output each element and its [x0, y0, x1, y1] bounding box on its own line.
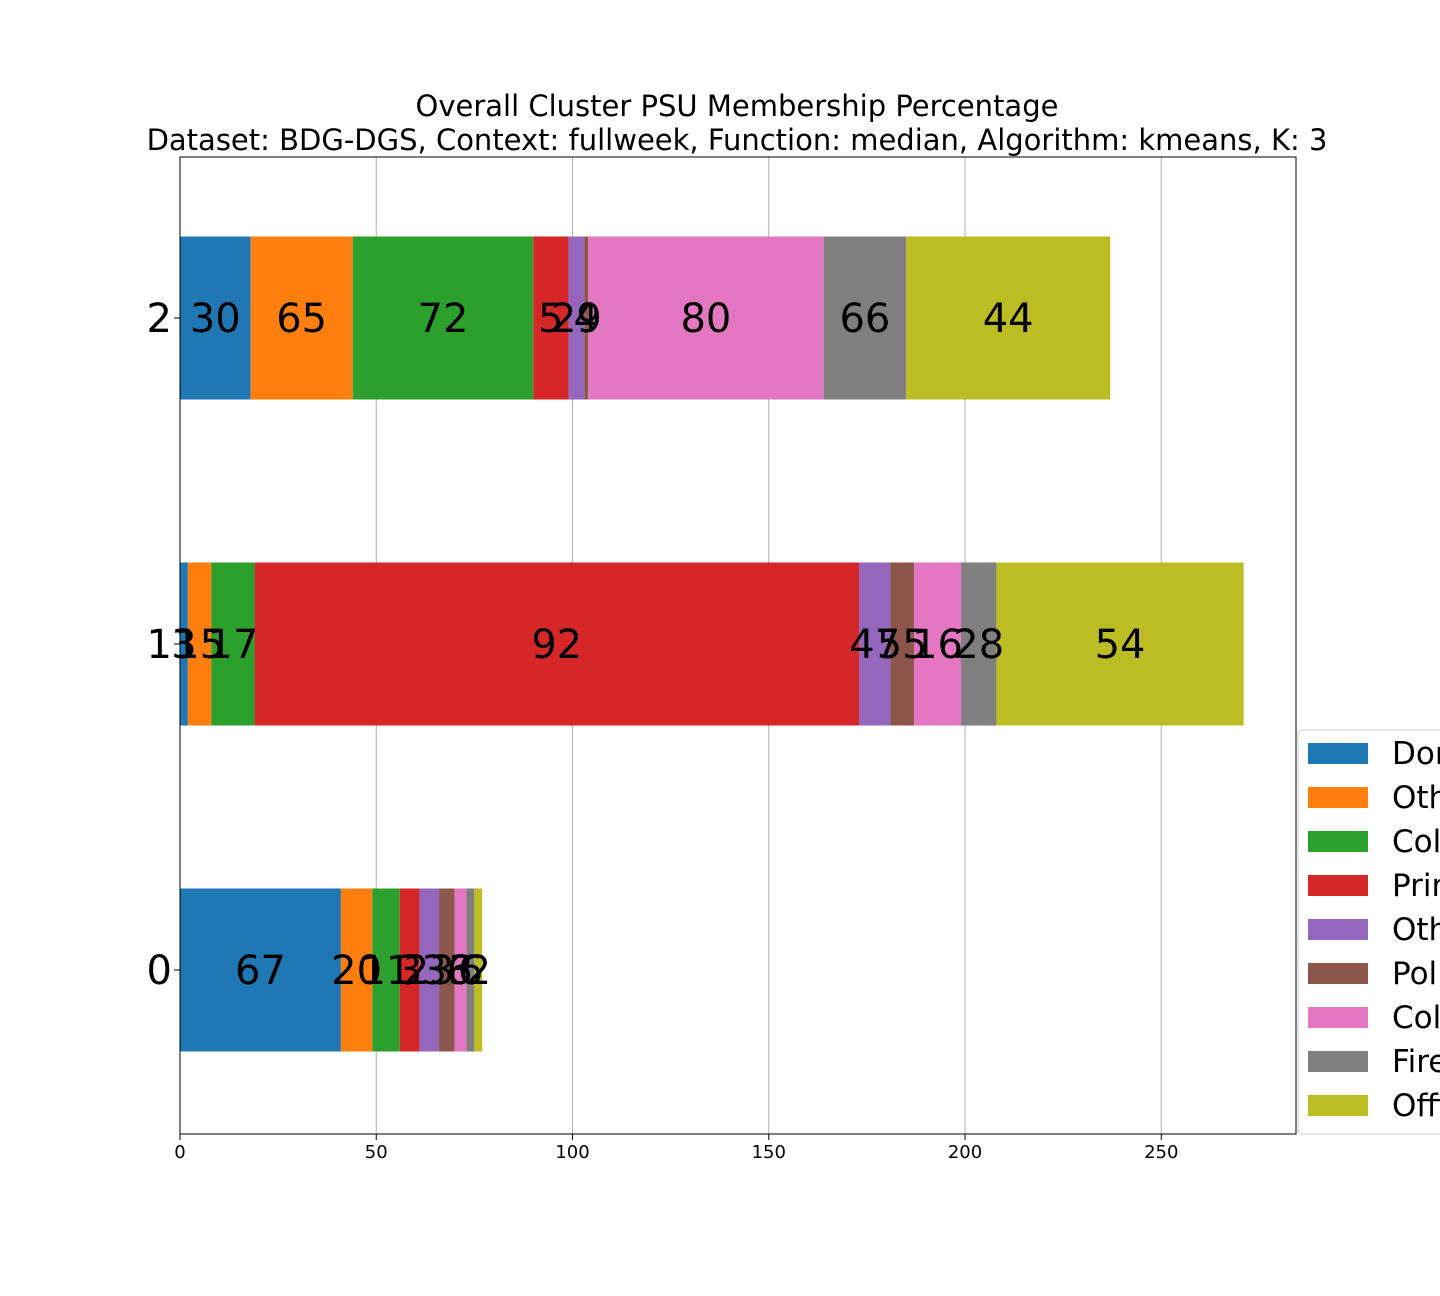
bar-segment-c2-s1	[250, 236, 353, 400]
bar-segment-c2-s6	[588, 236, 824, 400]
bar-segment-c0-s4	[419, 888, 440, 1052]
legend-swatch-3	[1308, 875, 1368, 896]
y-tick-label-0: 0	[147, 948, 172, 994]
bar-label-c1-s0: 3	[171, 622, 196, 668]
bar-segment-c2-s0	[180, 236, 251, 400]
legend-label-1: Oth	[1392, 780, 1440, 816]
legend-swatch-5	[1308, 963, 1368, 984]
legend-swatch-8	[1308, 1095, 1368, 1116]
x-tick-label-1: 50	[365, 1142, 388, 1163]
bar-label-c2-s1: 65	[276, 296, 327, 342]
bar-segment-c2-s4	[568, 236, 585, 400]
bar-segment-c2-s8	[906, 236, 1111, 400]
bar-label-c2-s4: 29	[551, 296, 602, 342]
x-tick-label-2: 100	[555, 1142, 589, 1163]
bar-segment-c2-s2	[352, 236, 534, 400]
bar-label-c0-s4: 23	[404, 948, 455, 994]
bar-label-c1-s6: 16	[912, 622, 963, 668]
bar-segment-c0-s7	[466, 888, 475, 1052]
bar-segment-c0-s1	[340, 888, 373, 1052]
bar-segment-c1-s1	[187, 562, 212, 726]
bar-label-c1-s2: 17	[208, 622, 259, 668]
legend-swatch-4	[1308, 919, 1368, 940]
legend-swatch-2	[1308, 831, 1368, 852]
bar-label-c2-s6: 80	[680, 296, 731, 342]
bar-label-c1-s3: 92	[531, 622, 582, 668]
plot-frame	[179, 156, 1297, 1135]
bar-label-c1-s5: 55	[877, 622, 928, 668]
legend-swatch-7	[1308, 1051, 1368, 1072]
y-tick-label-1: 1	[147, 622, 172, 668]
chart-title-line-1: Overall Cluster PSU Membership Percentag…	[416, 89, 1059, 123]
bar-segment-c0-s8	[474, 888, 483, 1052]
bar-label-c2-s0: 30	[190, 296, 241, 342]
bar-segment-c0-s2	[372, 888, 400, 1052]
bar-segment-c1-s6	[913, 562, 962, 726]
chart-title: Overall Cluster PSU Membership Percentag…	[147, 89, 1328, 157]
y-axis: 0 1 2	[147, 296, 180, 994]
bar-segment-c1-s5	[890, 562, 914, 726]
bar-segment-c1-s3	[254, 562, 860, 726]
legend-label-3: Prir	[1392, 868, 1440, 904]
bar-label-c2-s2: 72	[418, 296, 469, 342]
x-tick-label-0: 0	[174, 1142, 185, 1163]
chart-title-line-2: Dataset: BDG-DGS, Context: fullweek, Fun…	[147, 123, 1328, 157]
legend-label-5: Poll	[1392, 956, 1440, 992]
bar-label-c2-s8: 44	[983, 296, 1034, 342]
legend-swatch-6	[1308, 1007, 1368, 1028]
bar-label-c0-s0: 67	[235, 948, 286, 994]
bar-segment-c2-s5	[584, 236, 589, 400]
legend-swatch-1	[1308, 787, 1368, 808]
legend-label-7: Fire	[1392, 1044, 1440, 1080]
bar-label-c0-s8: 2	[466, 948, 491, 994]
x-axis: 0 50 100 150 200 250	[174, 1134, 1178, 1163]
bar-label-c2-s3: 5	[538, 296, 563, 342]
legend: Dor Oth Col Prir Oth Poll Col Fire Offi	[1297, 729, 1440, 1135]
x-tick-label-5: 250	[1144, 1142, 1178, 1163]
bars	[180, 236, 1244, 1052]
y-tick-label-2: 2	[147, 296, 172, 342]
legend-swatch-0	[1308, 743, 1368, 764]
bar-label-c0-s5: 36	[421, 948, 472, 994]
bar-segment-c0-s3	[399, 888, 420, 1052]
legend-label-8: Offi	[1392, 1088, 1440, 1124]
bar-label-c0-s2: 11	[361, 948, 412, 994]
bar-label-c0-s3: 3	[397, 948, 422, 994]
bar-segment-c1-s7	[961, 562, 997, 726]
bar-label-c0-s1: 20	[331, 948, 382, 994]
legend-label-4: Oth	[1392, 912, 1440, 948]
bar-segment-c2-s3	[533, 236, 569, 400]
bar-label-c0-s6: 3	[448, 948, 473, 994]
bar-segment-c2-s7	[823, 236, 907, 400]
bar-label-c2-s5: 4	[574, 296, 599, 342]
bar-label-c1-s8: 54	[1095, 622, 1146, 668]
bar-segment-c0-s0	[180, 888, 341, 1052]
bar-segment-c1-s8	[996, 562, 1244, 726]
x-tick-label-4: 200	[948, 1142, 982, 1163]
x-tick-label-3: 150	[752, 1142, 786, 1163]
bar-label-c1-s1: 15	[174, 622, 225, 668]
bar-label-c2-s7: 66	[839, 296, 890, 342]
legend-label-6: Col	[1392, 1000, 1440, 1036]
bar-segment-c1-s4	[859, 562, 891, 726]
bar-segment-c1-s0	[180, 562, 188, 726]
bar-label-c1-s7: 28	[953, 622, 1004, 668]
bar-segment-c0-s5	[439, 888, 455, 1052]
bar-label-c0-s7: 6	[458, 948, 483, 994]
bar-segment-c0-s6	[454, 888, 467, 1052]
bar-label-c1-s4: 47	[849, 622, 900, 668]
bar-segment-c1-s2	[211, 562, 255, 726]
legend-label-2: Col	[1392, 824, 1440, 860]
legend-label-0: Dor	[1392, 736, 1440, 772]
